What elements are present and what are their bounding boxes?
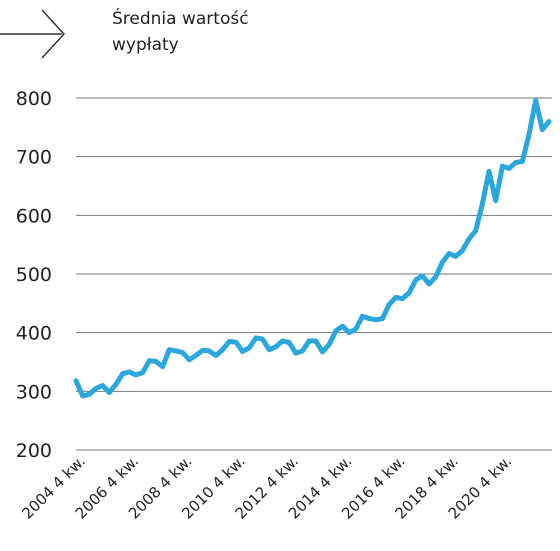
y-axis: 200 300 400 500 600 700 800 [16,88,52,462]
series-line [73,97,552,399]
data-point [380,316,385,321]
data-point [440,260,445,265]
data-point [486,169,492,174]
chart-title-line-1: Średnia wartość [112,9,249,29]
data-point [420,273,425,278]
y-tick-label: 400 [16,323,52,345]
data-point [360,314,365,319]
data-point [433,274,438,280]
data-point [93,386,99,391]
data-point [127,369,132,375]
data-point [107,390,112,395]
data-point [227,339,232,344]
y-tick-label: 700 [16,147,52,169]
data-point [500,163,505,169]
data-point [87,392,92,397]
data-point [327,342,332,347]
data-point [147,358,152,363]
data-point [373,317,378,322]
data-point [267,347,272,352]
data-point [240,349,245,354]
data-point [80,393,85,399]
data-point [293,351,298,356]
y-tick-label: 500 [16,264,52,286]
data-point [413,277,418,283]
data-point [480,201,485,206]
data-point [167,347,172,352]
data-point [460,248,465,253]
data-point [307,338,312,344]
data-point [466,236,472,241]
y-tick-label: 200 [16,440,52,462]
data-point [406,290,412,295]
data-point [153,359,159,364]
data-point [400,296,405,301]
chart-title-line-2: wypłaty [112,35,179,55]
data-point [473,228,478,233]
data-point [253,335,259,341]
data-point [333,328,338,334]
data-point [366,316,372,321]
gridlines [76,97,552,451]
data-point [386,302,392,307]
data-point [200,348,205,353]
y-tick-label: 600 [16,205,52,227]
data-point [113,382,119,387]
data-point [73,378,79,383]
data-point [193,353,199,358]
data-point [280,338,285,344]
data-point [506,166,512,171]
data-point [313,338,318,344]
data-point [100,383,105,388]
data-point [493,198,498,203]
data-point [120,371,125,376]
data-point [180,350,185,355]
data-point [140,370,145,375]
y-tick-label: 300 [16,381,52,403]
data-point [247,345,252,351]
data-point [453,254,458,259]
data-point [187,357,192,362]
data-point [213,353,219,358]
data-point [540,127,545,132]
data-point [220,347,225,352]
data-point [260,336,265,342]
data-point [160,364,165,369]
data-point [340,324,345,329]
data-point [233,339,239,345]
data-point [133,372,139,378]
arrow-right-icon [0,9,66,59]
data-point [426,281,432,287]
data-point [526,132,532,137]
data-point [273,344,279,349]
x-axis: 2004 4 kw.2006 4 kw.2008 4 kw.2010 4 kw.… [18,452,515,522]
data-point [533,98,538,103]
data-point [353,326,358,332]
data-point [346,330,352,335]
data-point [300,348,305,354]
series-group [73,97,552,399]
data-point [287,340,292,345]
data-point [207,348,212,354]
data-point [173,348,179,354]
data-point [446,251,452,256]
data-point [393,295,398,300]
data-point [320,349,325,355]
data-point [546,119,552,124]
y-tick-label: 800 [16,88,52,110]
data-point [520,159,525,164]
data-point [513,160,518,165]
